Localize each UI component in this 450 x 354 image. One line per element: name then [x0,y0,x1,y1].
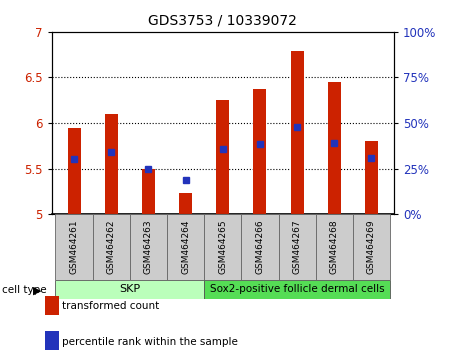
Bar [142,169,155,214]
Text: GSM464264: GSM464264 [181,220,190,274]
Text: GSM464263: GSM464263 [144,219,153,274]
Bar [105,114,118,214]
Title: GDS3753 / 10339072: GDS3753 / 10339072 [148,14,297,28]
Text: GSM464265: GSM464265 [218,219,227,274]
Text: GSM464268: GSM464268 [330,219,339,274]
Text: GSM464261: GSM464261 [70,219,79,274]
Bar [130,214,167,280]
Text: transformed count: transformed count [62,301,159,311]
Text: ▶: ▶ [33,286,41,296]
Bar [204,214,241,280]
Bar [179,193,192,214]
Bar [253,89,266,214]
Bar [216,100,229,214]
Bar [167,214,204,280]
Bar [279,214,316,280]
Bar [328,82,341,214]
Text: Sox2-positive follicle dermal cells: Sox2-positive follicle dermal cells [210,284,384,295]
Text: GSM464266: GSM464266 [256,219,265,274]
Text: GSM464262: GSM464262 [107,220,116,274]
Bar [316,214,353,280]
Bar [55,280,204,299]
Bar [353,214,390,280]
Text: SKP: SKP [119,284,140,295]
Bar [55,214,93,280]
Bar [68,127,81,214]
Bar [241,214,279,280]
Bar [93,214,130,280]
Bar [204,280,390,299]
Text: cell type: cell type [2,285,47,295]
Bar [365,141,378,214]
Text: GSM464269: GSM464269 [367,219,376,274]
Text: percentile rank within the sample: percentile rank within the sample [62,337,238,347]
Text: GSM464267: GSM464267 [292,219,302,274]
Bar [291,51,304,214]
